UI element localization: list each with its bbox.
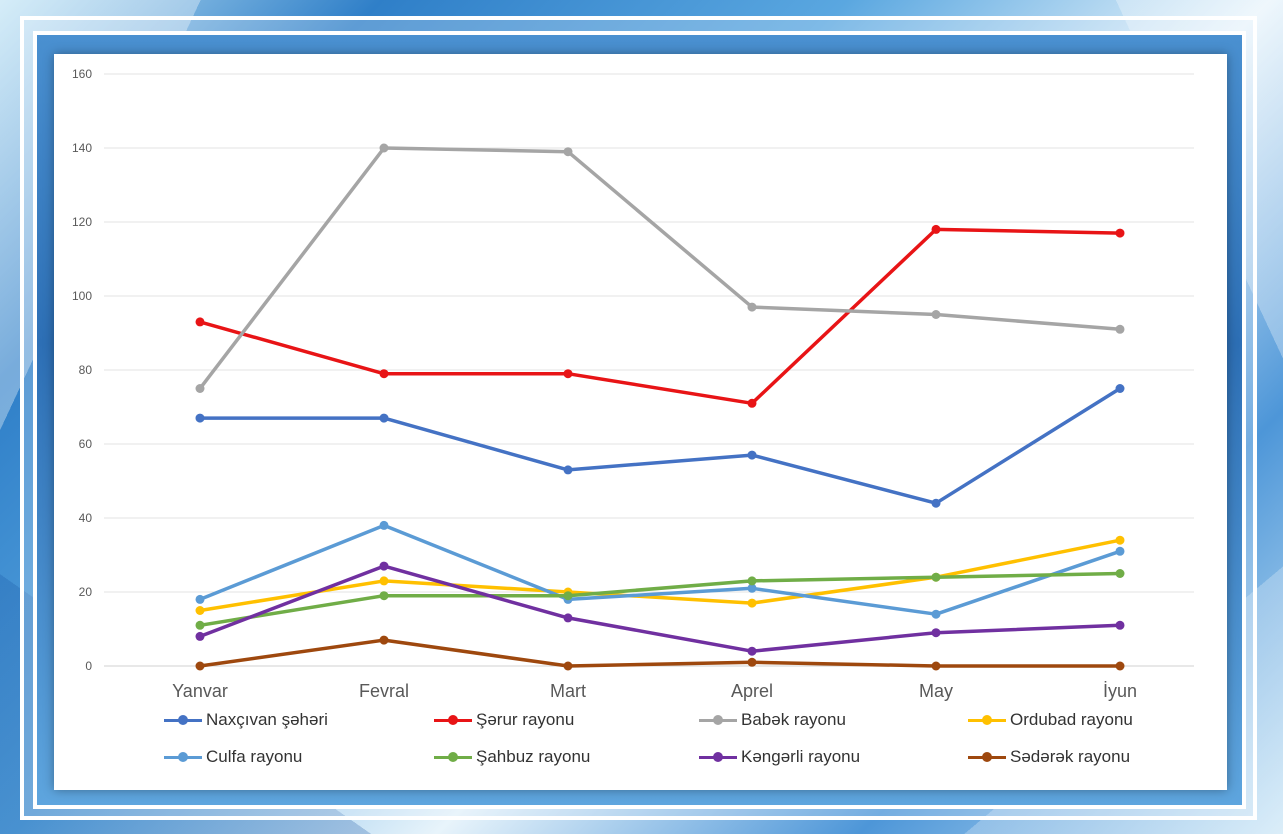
data-point-7-5 [1115,661,1125,671]
legend-label-0: Naxçıvan şəhəri [206,710,328,729]
data-point-6-5 [1115,620,1125,630]
x-tick-label-1: Fevral [359,681,409,701]
data-point-3-3 [747,598,757,608]
legend-swatch-2 [699,709,737,731]
data-point-5-2 [563,591,573,601]
legend-item-3: Ordubad rayonu [968,709,1133,731]
legend-item-1: Şərur rayonu [434,709,574,731]
legend-swatch-4 [164,746,202,768]
legend: Naxçıvan şəhəri Şərur rayonu Babək rayon… [164,709,1174,779]
legend-label-2: Babək rayonu [741,710,846,729]
legend-swatch-3 [968,709,1006,731]
data-point-4-3 [747,583,757,593]
y-tick-label-0: 0 [85,659,92,673]
legend-swatch-6 [699,746,737,768]
series-line-3 [198,538,1122,613]
data-point-1-5 [1115,228,1125,238]
data-point-1-0 [195,317,205,327]
legend-label-4: Culfa rayonu [206,747,303,766]
legend-item-5: Şahbuz rayonu [434,746,590,768]
data-point-0-0 [195,413,205,423]
data-point-7-0 [195,661,205,671]
data-point-5-3 [747,576,757,586]
data-point-2-5 [1115,324,1125,334]
legend-label-6: Kəngərli rayonu [741,747,861,766]
data-point-7-2 [563,661,573,671]
series-line-2 [198,146,1122,391]
data-point-7-3 [747,657,757,667]
series-line-7 [198,638,1122,668]
legend-swatch-1 [434,709,472,731]
x-tick-label-2: Mart [550,681,586,701]
y-tick-label-5: 100 [72,289,92,303]
data-point-5-0 [195,620,205,630]
data-point-0-5 [1115,384,1125,393]
data-point-6-2 [563,613,573,623]
legend-label-5: Şahbuz rayonu [476,747,591,766]
y-tick-label-2: 40 [79,511,93,525]
data-point-2-4 [931,310,941,319]
data-point-4-1 [379,520,389,530]
y-tick-label-6: 120 [72,215,92,229]
legend-item-4: Culfa rayonu [164,746,302,768]
legend-swatch-5 [434,746,472,768]
y-tick-label-8: 160 [72,67,92,81]
data-point-0-2 [563,465,573,475]
legend-item-6: Kəngərli rayonu [699,746,860,768]
series-line-1 [198,227,1122,406]
data-point-4-4 [931,609,941,619]
series-line-4 [198,523,1122,616]
data-point-7-4 [931,661,941,671]
data-point-1-2 [563,369,573,379]
legend-label-7: Sədərək rayonu [1010,747,1131,766]
data-point-2-3 [747,302,757,312]
data-point-7-1 [379,635,389,645]
data-point-4-5 [1115,546,1125,556]
y-tick-label-4: 80 [79,363,93,377]
data-point-3-1 [379,576,389,586]
data-point-6-1 [379,561,389,571]
legend-item-0: Naxçıvan şəhəri [164,709,328,731]
legend-item-2: Babək rayonu [699,709,846,731]
x-tick-label-5: İyun [1103,681,1137,701]
data-point-5-4 [931,572,941,582]
data-point-5-5 [1115,569,1125,578]
legend-item-7: Sədərək rayonu [968,746,1130,768]
data-point-4-0 [195,594,205,604]
data-point-6-3 [747,646,757,656]
data-point-2-1 [379,143,389,153]
chart-area: 0 20 40 60 80 100 120 140 160 Yanvar Fevral Mart Apr… [54,54,1227,790]
x-tick-label-0: Yanvar [172,681,228,701]
data-point-5-1 [379,591,389,601]
x-tick-label-3: Aprel [731,681,773,701]
data-point-2-0 [195,384,205,393]
legend-swatch-7 [968,746,1006,768]
data-point-2-2 [563,147,573,157]
data-point-6-4 [931,628,941,638]
y-tick-label-1: 20 [79,585,93,599]
y-tick-label-3: 60 [79,437,93,451]
data-point-6-0 [195,631,205,641]
data-point-1-1 [379,369,389,379]
legend-label-1: Şərur rayonu [476,710,575,729]
data-point-3-5 [1115,535,1125,545]
x-tick-label-4: May [919,681,953,701]
series-line-5 [198,571,1122,628]
series-line-6 [198,564,1122,653]
data-point-3-0 [195,606,205,615]
legend-swatch-0 [164,709,202,731]
data-point-1-4 [931,224,941,234]
line-chart: 0 20 40 60 80 100 120 140 160 Yanvar Fevral Mart Apr… [72,67,1194,701]
data-point-0-4 [931,498,941,508]
series-line-0 [198,386,1122,505]
legend-label-3: Ordubad rayonu [1010,710,1133,729]
data-point-0-1 [379,413,389,423]
data-point-0-3 [747,450,757,460]
y-tick-label-7: 140 [72,141,92,155]
data-point-1-3 [747,398,757,408]
